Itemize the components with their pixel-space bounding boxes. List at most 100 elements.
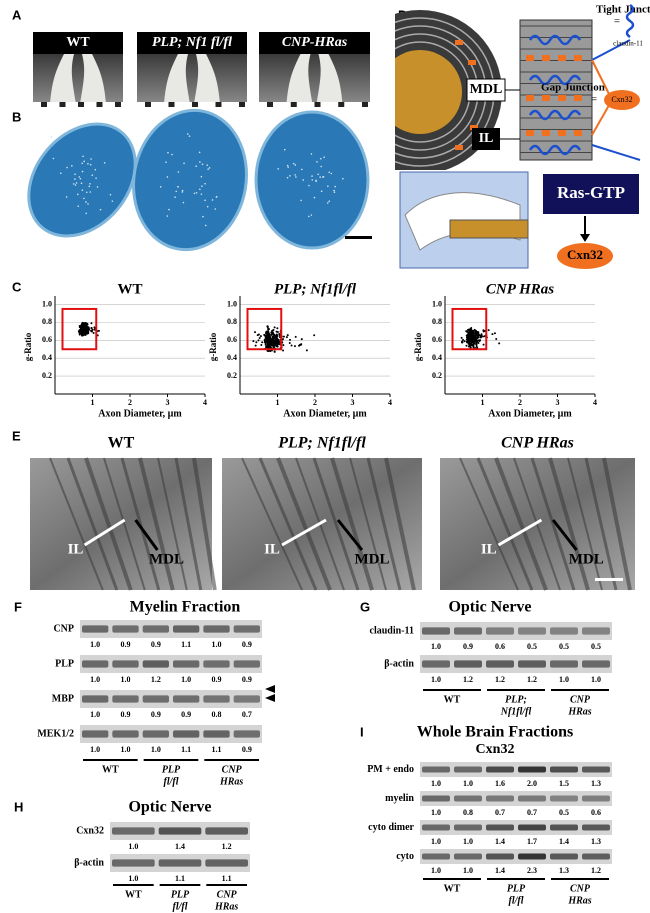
section-speck xyxy=(199,161,201,163)
group-label: fl/fl xyxy=(173,901,188,912)
y-tick-label: 0.4 xyxy=(227,353,237,362)
band xyxy=(142,625,169,633)
blot-strip xyxy=(80,620,262,638)
equals: = xyxy=(614,16,620,28)
x-tick-label: 1 xyxy=(276,398,280,407)
scatter-dot xyxy=(271,331,274,334)
scatter-dot xyxy=(263,339,266,342)
band-value: 0.5 xyxy=(591,642,601,651)
scatter-dot xyxy=(289,338,292,341)
section-speck xyxy=(66,166,68,169)
group-label: PLP xyxy=(162,764,181,775)
section-speck xyxy=(85,201,87,203)
band-value: 0.6 xyxy=(591,808,601,817)
scatter-dot xyxy=(266,326,269,329)
band-value: 1.0 xyxy=(431,837,441,846)
scatter-dot xyxy=(286,334,289,337)
section-speck xyxy=(311,175,313,177)
blot-strip xyxy=(420,820,612,835)
em-stripe xyxy=(192,457,217,591)
scatter-dot xyxy=(86,330,89,333)
section-speck xyxy=(302,179,305,181)
band xyxy=(82,660,109,668)
section-speck xyxy=(71,165,73,167)
band-value: 1.2 xyxy=(222,842,232,851)
highlight-box xyxy=(451,307,488,351)
scatter-dot xyxy=(96,334,99,337)
scatter-dot xyxy=(472,334,475,337)
section-speck xyxy=(103,162,106,164)
section-speck xyxy=(333,189,335,192)
arrow xyxy=(83,518,126,547)
connexon xyxy=(558,95,566,101)
scatter-dot xyxy=(272,338,275,341)
section-speck xyxy=(77,193,79,196)
section-speck xyxy=(87,203,89,205)
photo-title: PLP; Nf1 fl/fl xyxy=(152,35,232,50)
band-value: 1.0 xyxy=(431,642,441,651)
scatter-dot xyxy=(269,350,272,353)
title-bar xyxy=(137,32,247,54)
band xyxy=(550,660,578,668)
scatter-dot xyxy=(274,336,277,339)
il-label: IL xyxy=(481,541,497,557)
scatter-dot xyxy=(472,338,475,341)
section-speck xyxy=(300,199,302,202)
row-label: CNP xyxy=(53,623,74,634)
band-value: 1.0 xyxy=(181,675,191,684)
blot-title: Optic Nerve xyxy=(128,799,211,816)
ruler-tick xyxy=(192,102,198,107)
scatter-dot xyxy=(272,342,275,345)
group-label: fl/fl xyxy=(509,895,524,906)
equals: = xyxy=(591,94,597,106)
band-value: 0.8 xyxy=(212,710,222,719)
arrow-head xyxy=(580,234,590,242)
scatter-dot xyxy=(276,345,279,348)
band xyxy=(454,795,482,802)
y-axis-label: g-Ratio xyxy=(413,332,423,361)
scatter-dot xyxy=(479,334,482,337)
ruler-tick xyxy=(96,102,103,107)
il-label: IL xyxy=(479,131,494,146)
section-speck xyxy=(286,176,289,179)
scatter-dot xyxy=(273,326,276,329)
band-value: 1.0 xyxy=(121,675,131,684)
scatter-dot xyxy=(273,350,276,353)
section-speck xyxy=(81,170,84,173)
band xyxy=(582,660,610,668)
band-value: 1.3 xyxy=(591,837,601,846)
scatter-dot xyxy=(493,332,496,335)
section-speck xyxy=(89,191,92,193)
band xyxy=(422,766,450,773)
scale-bar xyxy=(345,236,372,239)
blot-title: Myelin Fraction xyxy=(130,599,241,616)
group-label: Nf1fl/fl xyxy=(500,706,532,717)
ruler-tick xyxy=(290,102,297,107)
scatter-dot xyxy=(92,332,95,335)
section-speck xyxy=(186,133,189,135)
section-speck xyxy=(195,165,197,168)
row-label: cyto xyxy=(396,851,414,862)
scatter-dot xyxy=(472,340,475,343)
band xyxy=(518,766,546,773)
scatter-dot xyxy=(90,322,93,325)
band-value: 1.3 xyxy=(591,779,601,788)
section-speck xyxy=(328,171,331,174)
band xyxy=(486,766,514,773)
cxn32-node xyxy=(557,243,613,269)
band xyxy=(142,660,169,668)
section-speck xyxy=(74,178,76,180)
section-speck xyxy=(326,202,329,204)
section-speck xyxy=(74,173,76,175)
band-value: 2.3 xyxy=(527,866,537,875)
section-speck xyxy=(301,168,303,171)
section-speck xyxy=(322,176,324,178)
x-tick-label: 4 xyxy=(593,398,597,407)
band xyxy=(203,660,230,668)
scatter-dot xyxy=(90,326,93,329)
section-speck xyxy=(159,186,162,188)
scatter-dot xyxy=(256,334,259,337)
scatter-dot xyxy=(270,333,273,336)
band-value: 1.4 xyxy=(495,866,505,875)
scatter-dot xyxy=(261,341,264,344)
